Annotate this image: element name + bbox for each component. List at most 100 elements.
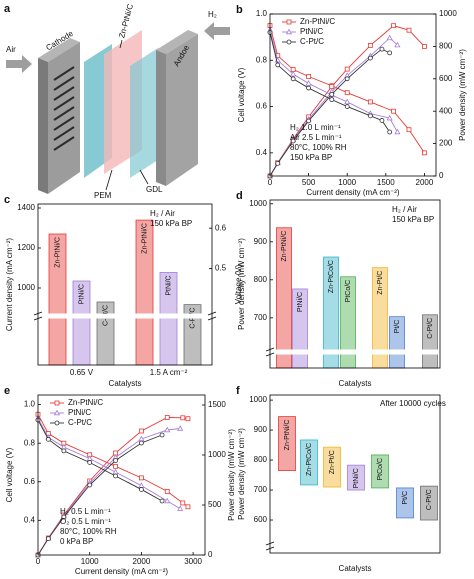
- point: [139, 440, 144, 446]
- point: [391, 23, 396, 29]
- axis-break: [266, 543, 444, 549]
- y-tick-label: 1000: [249, 395, 267, 404]
- x-tick-label: 1000: [81, 557, 99, 566]
- air-label: Air: [6, 45, 16, 54]
- legend-label: Zn-PtNi/C: [300, 17, 335, 26]
- anode-gdl: [130, 48, 158, 178]
- h2-arrow: [204, 22, 230, 40]
- annotation: 150 kPa BP: [290, 153, 332, 162]
- bar-label: C-Pt/C: [426, 489, 433, 510]
- plot-frame: [37, 394, 206, 556]
- panel-label: f: [236, 385, 240, 397]
- voltage-line: [269, 25, 425, 154]
- plot-frame: [269, 394, 441, 554]
- point: [177, 505, 184, 511]
- y-axis-title: Power density (mW cm⁻²): [237, 428, 246, 520]
- y2-tick-label: 0: [208, 550, 213, 559]
- point: [87, 482, 93, 488]
- point: [139, 428, 144, 434]
- x-tick-label: 1000: [338, 178, 356, 187]
- catalyst-label: Zn-PtNi/C: [117, 3, 135, 39]
- x-tick-label: 0: [268, 178, 273, 187]
- bar: [323, 446, 341, 488]
- x-tick-label: 1500: [377, 178, 395, 187]
- x-axis-title: Current density (mA cm⁻²): [306, 188, 399, 197]
- y2-tick-label: 200: [439, 139, 453, 148]
- bar: [396, 487, 414, 519]
- bar: [420, 485, 438, 521]
- cathode-top: [38, 38, 80, 62]
- point: [344, 66, 350, 72]
- y2-tick-label: 1000: [439, 9, 457, 18]
- hydrogen-label: H₂: [208, 10, 217, 19]
- panel-label: d: [236, 190, 243, 202]
- annotation: H₂ 1.0 L min⁻¹: [290, 123, 341, 132]
- bar-label: Zn-Pt/C: [377, 271, 384, 295]
- point: [45, 436, 51, 442]
- annotation: 80°C, 100% RH: [60, 527, 117, 536]
- legend-label: PtNi/C: [300, 27, 323, 36]
- x-axis-title: Current density (mA cm⁻²): [75, 567, 168, 576]
- point: [329, 91, 335, 97]
- y-axis-title: Current density (mA cm⁻²): [5, 238, 14, 331]
- voltage-line: [269, 30, 398, 133]
- annotation: H₂ / Air: [150, 209, 175, 218]
- point: [45, 536, 51, 541]
- point: [422, 150, 427, 156]
- y-tick-label: 700: [254, 313, 268, 322]
- bar-label: PtNi/C: [353, 468, 360, 488]
- annotation: 0 kPa BP: [60, 537, 93, 546]
- y2-tick-label: 1500: [208, 400, 226, 409]
- point: [387, 129, 393, 135]
- y2-tick-label: 1000: [208, 450, 226, 459]
- annotation: After 10000 cycles: [380, 399, 446, 408]
- point: [290, 138, 296, 144]
- x-axis-title: Catalysts: [109, 379, 142, 388]
- point: [113, 458, 118, 463]
- annotation: Air 2.5 L min⁻¹: [290, 133, 342, 142]
- panel-label: e: [4, 385, 10, 397]
- catalyst-leader: [119, 39, 123, 49]
- point: [367, 43, 373, 48]
- plot-frame: [269, 13, 437, 177]
- point: [61, 448, 67, 454]
- point: [344, 90, 350, 96]
- schematic: a Air Cathode Zn-PtNi/C H₂ Andoe PEM GDL: [4, 3, 230, 200]
- point: [406, 127, 412, 133]
- point: [344, 104, 350, 109]
- y2-tick-label: 0: [439, 171, 444, 180]
- legend-label: PtNi/C: [68, 408, 91, 417]
- point: [275, 160, 281, 166]
- point: [113, 463, 118, 469]
- y2-axis-title: Voltage (V): [234, 264, 243, 304]
- point: [61, 514, 67, 520]
- point: [290, 76, 296, 82]
- point: [379, 46, 385, 52]
- anode-top: [156, 30, 198, 54]
- bar-label: PtCo/C: [345, 280, 352, 303]
- bar-label: Zn-Pt/C: [329, 450, 336, 474]
- bar-label: Pt/C: [394, 320, 401, 334]
- x-axis-title: Catalysts: [339, 564, 372, 573]
- point: [329, 84, 335, 89]
- point: [394, 41, 401, 48]
- legend-marker: [285, 28, 293, 35]
- point: [180, 500, 186, 506]
- annotation: H₂ / Air: [392, 205, 417, 214]
- point: [275, 62, 281, 68]
- point: [87, 460, 93, 465]
- bar: [278, 416, 296, 471]
- y2-tick-label: 400: [439, 106, 453, 115]
- point: [306, 85, 312, 91]
- point: [422, 44, 427, 49]
- y-tick-label: 0.6: [256, 102, 268, 111]
- legend-marker: [53, 409, 61, 416]
- bar-label: PtNi/C: [165, 275, 172, 295]
- y-tick-label: 800: [254, 275, 268, 284]
- panel-label: a: [4, 3, 11, 15]
- x-tick-label: 0: [36, 557, 41, 566]
- anode-face: [166, 34, 198, 186]
- bar-label: Zn-PtNi/C: [54, 237, 61, 268]
- y-tick-label: 900: [254, 237, 268, 246]
- power-line: [37, 434, 163, 556]
